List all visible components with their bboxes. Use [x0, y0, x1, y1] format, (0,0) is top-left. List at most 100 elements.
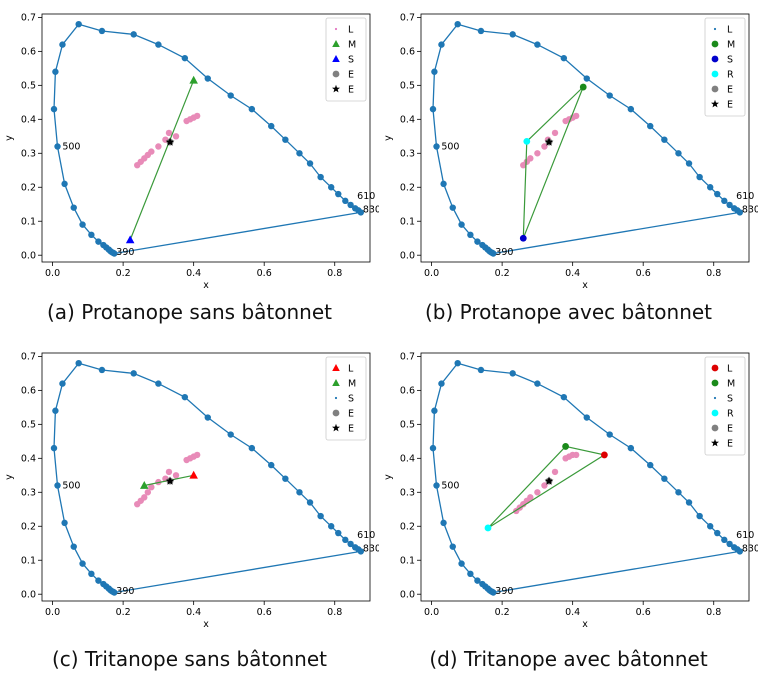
locus-point	[449, 204, 456, 211]
locus-point	[88, 570, 95, 578]
x-tick-label: 0.6	[257, 607, 272, 618]
locus-wavelength-label: 500	[441, 480, 459, 491]
pink-data-point	[165, 129, 173, 137]
locus-point	[696, 512, 703, 520]
locus-point	[675, 489, 682, 496]
y-tick-label: 0.1	[21, 217, 36, 228]
y-tick-label: 0.5	[400, 81, 415, 92]
locus-point	[50, 105, 58, 113]
x-axis-label: x	[582, 619, 588, 630]
pink-data-point	[572, 451, 580, 459]
legend-label: M	[727, 378, 735, 389]
locus-point	[61, 519, 68, 527]
locus-point	[54, 143, 61, 150]
confusion-triangle-line	[129, 79, 195, 241]
legend-label: S	[727, 393, 733, 404]
locus-point	[449, 543, 456, 550]
locus-point	[647, 461, 654, 469]
locus-point	[282, 475, 289, 482]
legend-marker-circle	[711, 40, 719, 48]
locus-wavelength-label: 500	[62, 480, 80, 491]
y-tick-label: 0.2	[21, 522, 36, 533]
legend-label: M	[348, 378, 356, 389]
locus-point	[707, 184, 714, 191]
locus-point	[685, 499, 693, 506]
locus-point	[54, 482, 61, 489]
x-tick-label: 0.2	[116, 268, 131, 279]
locus-point	[357, 548, 365, 555]
chart-b: 0.0 0.2 0.4 0.6 0.8 0.0 0.1 0.2 0.3 0.4 0.5 0.6 0.7 x…	[383, 13, 758, 291]
locus-point	[606, 431, 613, 438]
locus-point	[347, 201, 354, 209]
locus-point	[458, 560, 465, 567]
locus-point	[440, 180, 447, 188]
y-tick-label: 0.6	[21, 47, 36, 58]
locus-point	[661, 136, 668, 143]
legend-label: L	[348, 24, 354, 35]
y-tick-label: 0.4	[21, 115, 36, 126]
locus-point	[433, 482, 440, 489]
locus-point	[627, 444, 635, 452]
locus-point	[306, 499, 314, 506]
y-tick-label: 0.5	[21, 81, 36, 92]
chart-c: 0.0 0.2 0.4 0.6 0.8 0.0 0.1 0.2 0.3 0.4 0.5 0.6 0.7 x…	[4, 352, 379, 630]
locus-wavelength-label: 500	[441, 141, 459, 152]
locus-point	[560, 54, 568, 62]
marker-L-circle	[600, 451, 608, 459]
legend-label: E	[727, 84, 733, 95]
x-tick-label: 0.8	[327, 268, 342, 279]
locus-point	[335, 190, 342, 198]
locus-point	[685, 160, 693, 167]
pink-data-point	[534, 489, 541, 496]
locus-point	[627, 105, 635, 113]
locus-point	[70, 204, 77, 211]
marker-M-triangle	[189, 75, 198, 84]
locus-point	[479, 580, 486, 588]
locus-point	[296, 489, 303, 496]
y-tick-label: 0.3	[21, 149, 36, 160]
locus-point	[534, 380, 541, 387]
marker-E-star	[544, 476, 554, 485]
locus-point	[477, 366, 485, 374]
locus-point	[100, 241, 107, 249]
locus-point	[440, 519, 447, 527]
locus-point	[458, 221, 465, 228]
locus-point	[454, 359, 461, 367]
chart-d: 0.0 0.2 0.4 0.6 0.8 0.0 0.1 0.2 0.3 0.4 0.5 0.6 0.7 x…	[383, 352, 758, 630]
locus-point	[721, 536, 728, 544]
locus-point	[130, 370, 137, 377]
legend-label: E	[348, 69, 354, 80]
locus-point	[736, 548, 744, 555]
locus-point	[721, 197, 728, 205]
x-tick-label: 0.2	[116, 607, 131, 618]
locus-point	[357, 209, 365, 216]
x-tick-label: 0.0	[424, 268, 439, 279]
y-tick-label: 0.6	[400, 47, 415, 58]
y-tick-label: 0.0	[21, 590, 36, 601]
spectral-locus-line	[432, 362, 742, 594]
pink-data-point	[141, 494, 148, 501]
pink-data-point	[193, 451, 201, 459]
y-tick-label: 0.2	[21, 183, 36, 194]
x-tick-label: 0.2	[495, 607, 510, 618]
plot-frame	[420, 352, 750, 602]
x-axis-label: x	[203, 619, 209, 630]
x-tick-label: 0.6	[257, 268, 272, 279]
legend-marker-dot	[713, 396, 717, 400]
y-tick-label: 0.2	[400, 522, 415, 533]
legend-marker-star	[332, 423, 340, 432]
y-tick-label: 0.4	[400, 115, 415, 126]
legend-marker-circle	[332, 70, 340, 78]
locus-point	[155, 380, 162, 387]
x-tick-label: 0.4	[186, 607, 201, 618]
locus-point	[268, 461, 275, 469]
x-axis-label: x	[203, 280, 209, 291]
y-tick-label: 0.4	[21, 454, 36, 465]
y-tick-label: 0.7	[21, 13, 36, 24]
pink-data-point	[541, 143, 548, 150]
locus-wavelength-label: 610	[736, 530, 754, 541]
locus-point	[75, 359, 82, 367]
legend-marker-triangle	[332, 379, 340, 386]
locus-wavelength-label: 610	[736, 191, 754, 202]
legend-label: S	[348, 54, 354, 65]
